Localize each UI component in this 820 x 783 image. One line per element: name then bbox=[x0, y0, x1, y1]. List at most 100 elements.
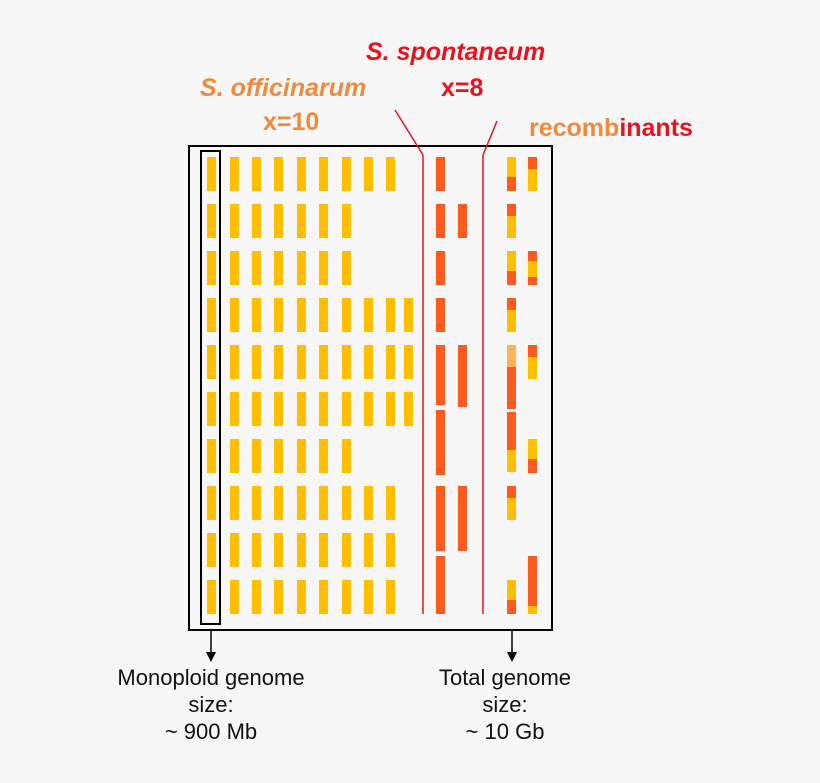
officinarum-chromosome bbox=[319, 533, 328, 567]
officinarum-chromosome bbox=[230, 251, 239, 285]
officinarum-chromosome bbox=[404, 298, 413, 332]
officinarum-chromosome bbox=[274, 439, 283, 473]
recombinant-chromosome-segment bbox=[507, 498, 516, 520]
officinarum-chromosome bbox=[386, 580, 395, 614]
recombinant-chromosome-segment bbox=[528, 439, 537, 459]
officinarum-chromosome bbox=[207, 157, 216, 191]
officinarum-chromosome bbox=[252, 533, 261, 567]
recombinant-chromosome-segment bbox=[507, 204, 516, 216]
officinarum-chromosome bbox=[274, 204, 283, 238]
spontaneum-chromosome bbox=[436, 157, 445, 191]
recombinant-chromosome-segment bbox=[507, 271, 516, 285]
officinarum-chromosome bbox=[319, 345, 328, 379]
spontaneum-chromosome bbox=[436, 298, 445, 332]
officinarum-chromosome bbox=[297, 392, 306, 426]
officinarum-chromosome bbox=[252, 439, 261, 473]
recombinant-chromosome-segment bbox=[528, 251, 537, 261]
officinarum-chromosome bbox=[319, 251, 328, 285]
officinarum-chromosome bbox=[364, 345, 373, 379]
officinarum-chromosome bbox=[364, 533, 373, 567]
officinarum-chromosome bbox=[342, 533, 351, 567]
officinarum-chromosome bbox=[207, 392, 216, 426]
spontaneum-chromosome bbox=[436, 251, 445, 285]
officinarum-chromosome bbox=[342, 580, 351, 614]
officinarum-chromosome bbox=[297, 298, 306, 332]
spontaneum-chromosome bbox=[458, 345, 467, 407]
recombinant-chromosome-segment bbox=[507, 486, 516, 498]
officinarum-chromosome bbox=[319, 486, 328, 520]
diagram-frame bbox=[188, 145, 553, 631]
monoploid-caption-line1: Monoploid genome bbox=[117, 665, 305, 690]
recombinant-chromosome-segment bbox=[507, 412, 516, 450]
officinarum-chromosome bbox=[386, 157, 395, 191]
recombinant-chromosome-segment bbox=[507, 251, 516, 271]
officinarum-chromosome bbox=[297, 533, 306, 567]
officinarum-chromosome bbox=[230, 533, 239, 567]
recombinants-label: recombinants bbox=[529, 114, 693, 143]
monoploid-highlight-box bbox=[200, 150, 221, 625]
officinarum-chromosome bbox=[230, 580, 239, 614]
officinarum-species-label: S. officinarum bbox=[200, 74, 367, 102]
officinarum-chromosome bbox=[342, 298, 351, 332]
recombinant-chromosome-segment bbox=[528, 277, 537, 285]
recombinant-chromosome-segment bbox=[507, 367, 516, 409]
officinarum-chromosome bbox=[230, 345, 239, 379]
divider-line-right bbox=[482, 120, 498, 156]
officinarum-chromosome bbox=[274, 157, 283, 191]
divider-line-left bbox=[394, 109, 424, 156]
total-arrow-head bbox=[507, 652, 517, 662]
monoploid-size-caption: Monoploid genome size: ~ 900 Mb bbox=[91, 664, 331, 745]
monoploid-caption-line2: size: bbox=[188, 692, 234, 717]
officinarum-chromosome bbox=[342, 157, 351, 191]
recombinant-chromosome-segment bbox=[507, 216, 516, 238]
recombinant-chromosome-segment bbox=[507, 450, 516, 472]
recombinant-chromosome-segment bbox=[507, 298, 516, 310]
recombinant-chromosome-segment bbox=[528, 459, 537, 473]
officinarum-chromosome bbox=[252, 298, 261, 332]
recombinant-chromosome-segment bbox=[528, 606, 537, 614]
officinarum-chromosome bbox=[364, 486, 373, 520]
officinarum-chromosome bbox=[252, 157, 261, 191]
officinarum-chromosome bbox=[364, 298, 373, 332]
officinarum-chromosome bbox=[207, 486, 216, 520]
officinarum-chromosome bbox=[274, 298, 283, 332]
officinarum-chromosome bbox=[386, 345, 395, 379]
recombinant-chromosome-segment bbox=[528, 169, 537, 191]
officinarum-chromosome bbox=[274, 345, 283, 379]
officinarum-chromosome bbox=[342, 392, 351, 426]
officinarum-chromosome bbox=[386, 533, 395, 567]
officinarum-chromosome bbox=[274, 251, 283, 285]
total-caption-line1: Total genome bbox=[438, 665, 572, 690]
officinarum-chromosome bbox=[207, 345, 216, 379]
officinarum-chromosome bbox=[386, 486, 395, 520]
officinarum-chromosome bbox=[230, 157, 239, 191]
spontaneum-basic-number: x=8 bbox=[441, 74, 484, 102]
officinarum-chromosome bbox=[342, 251, 351, 285]
recombinants-label-part1: recomb bbox=[529, 114, 620, 142]
officinarum-chromosome bbox=[364, 392, 373, 426]
officinarum-chromosome bbox=[207, 580, 216, 614]
total-caption-line2: size: bbox=[482, 692, 528, 717]
monoploid-arrow-head bbox=[206, 652, 216, 662]
recombinant-chromosome-segment bbox=[507, 580, 516, 600]
officinarum-chromosome bbox=[230, 392, 239, 426]
spontaneum-chromosome bbox=[436, 345, 445, 405]
officinarum-chromosome bbox=[207, 298, 216, 332]
officinarum-chromosome bbox=[319, 439, 328, 473]
officinarum-chromosome bbox=[386, 392, 395, 426]
officinarum-chromosome bbox=[342, 345, 351, 379]
spontaneum-chromosome bbox=[458, 204, 467, 238]
officinarum-chromosome bbox=[319, 298, 328, 332]
officinarum-chromosome bbox=[364, 580, 373, 614]
monoploid-caption-line3: ~ 900 Mb bbox=[164, 719, 258, 744]
officinarum-chromosome bbox=[252, 486, 261, 520]
officinarum-chromosome bbox=[274, 533, 283, 567]
officinarum-chromosome bbox=[207, 533, 216, 567]
officinarum-chromosome bbox=[230, 204, 239, 238]
officinarum-chromosome bbox=[252, 345, 261, 379]
total-size-caption: Total genome size: ~ 10 Gb bbox=[405, 664, 605, 745]
officinarum-chromosome bbox=[319, 157, 328, 191]
officinarum-chromosome bbox=[274, 486, 283, 520]
officinarum-basic-number: x=10 bbox=[263, 108, 320, 136]
